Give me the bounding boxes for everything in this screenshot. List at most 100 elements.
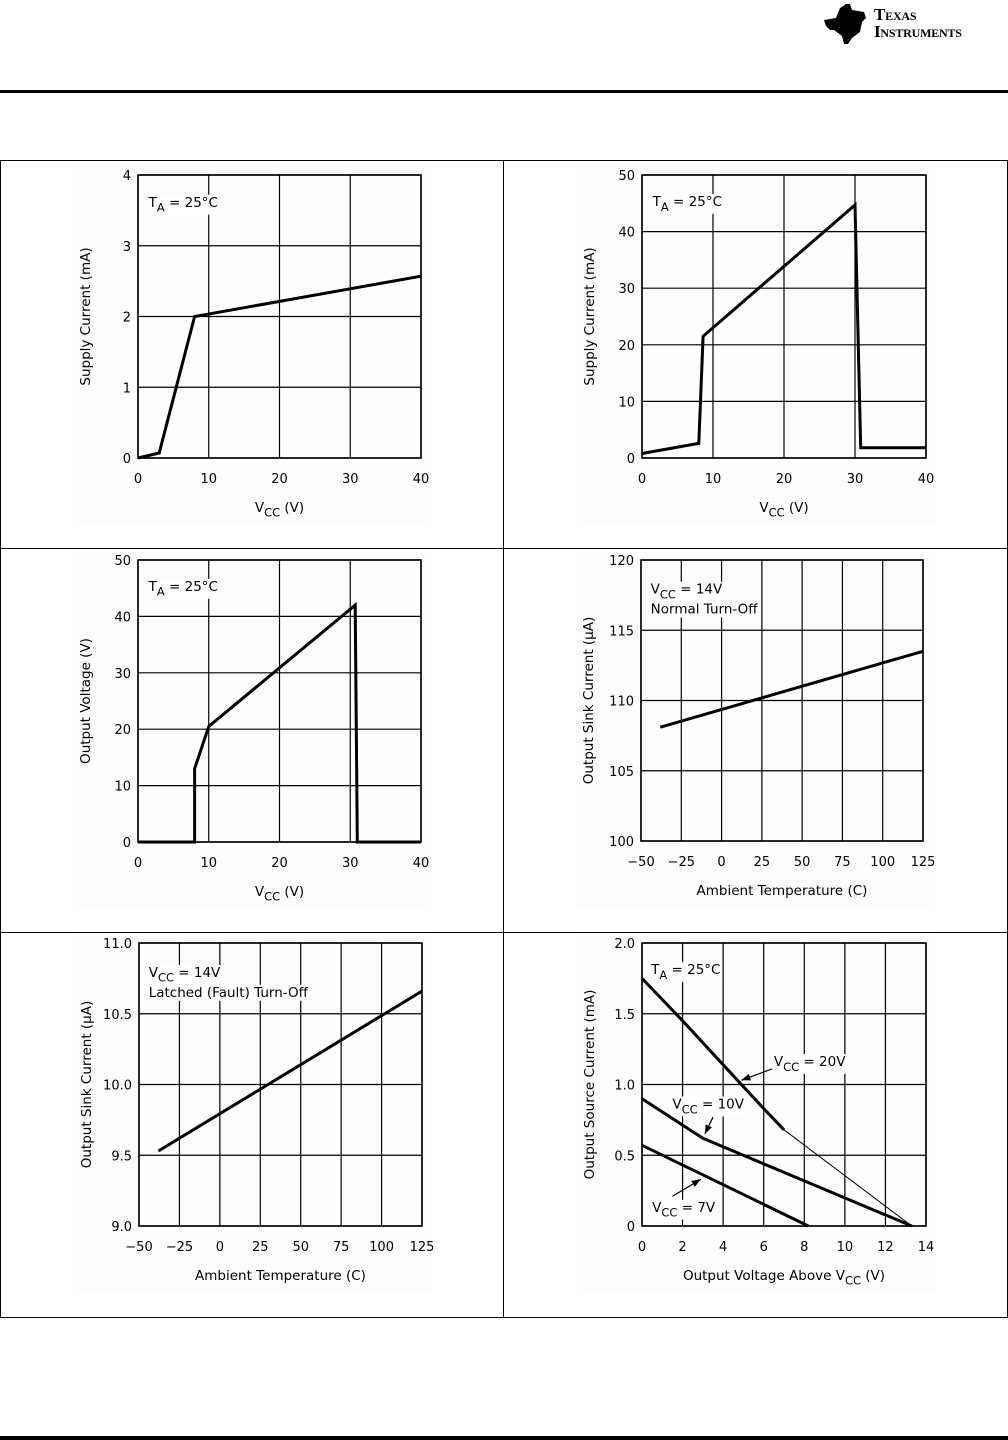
y-tick-label: 10.5 (103, 1008, 132, 1023)
y-tick-label: 3 (123, 240, 131, 255)
y-tick-label: 2.0 (614, 937, 635, 952)
y-axis-label: Supply Current (mA) (78, 247, 94, 385)
x-axis-label: Ambient Temperature (C) (195, 1268, 366, 1284)
y-axis-label: Supply Current (mA) (582, 247, 598, 385)
y-tick-label: 30 (114, 667, 131, 682)
y-axis-label: Output Sink Current (μA) (79, 1001, 95, 1169)
y-tick-label: 0 (627, 452, 635, 467)
annotation-label: VCC = 10V (672, 1097, 744, 1117)
annotation-arrow-head (691, 1179, 701, 1187)
y-axis-label: Output Voltage (V) (78, 638, 94, 764)
series-line-0 (641, 201, 926, 455)
figure-divider-row-2 (0, 932, 1008, 933)
y-tick-label: 0.5 (614, 1149, 635, 1164)
y-tick-label: 115 (609, 624, 634, 639)
y-tick-label: 20 (618, 339, 635, 354)
y-tick-label: 40 (618, 226, 635, 241)
y-tick-label: 50 (114, 554, 131, 569)
x-tick-label: 14 (918, 1240, 935, 1255)
y-tick-label: 50 (618, 169, 635, 184)
x-axis-label: VCC (V) (255, 500, 304, 520)
annotation-background (772, 1054, 848, 1074)
annotation-background (146, 579, 219, 599)
series-line-3 (641, 1143, 809, 1228)
y-tick-label: 10 (114, 780, 131, 795)
x-tick-label: 125 (410, 1240, 435, 1255)
y-tick-label: 110 (609, 695, 634, 710)
ti-logo-icon: ti (824, 4, 866, 44)
y-tick-label: 9.5 (111, 1149, 132, 1164)
annotation-background (671, 1096, 746, 1117)
y-tick-label: 11.0 (103, 937, 132, 952)
brand-line-1: Texas (874, 5, 917, 24)
series-line-0 (157, 989, 423, 1153)
annotation-arrow-head (741, 1073, 752, 1081)
annotation-label: Normal Turn-Off (651, 601, 759, 617)
y-tick-label: 0 (627, 1220, 635, 1235)
x-tick-label: 40 (918, 472, 935, 487)
svg-text:ti: ti (843, 13, 858, 34)
x-tick-label: −25 (166, 1240, 193, 1255)
annotation-label: VCC = 14V (651, 582, 723, 602)
x-tick-label: 50 (794, 855, 811, 870)
annotation-background (649, 962, 722, 982)
x-tick-label: 0 (216, 1240, 224, 1255)
x-tick-label: 40 (413, 856, 430, 871)
annotation-label: Latched (Fault) Turn-Off (149, 985, 309, 1001)
x-axis-label: Output Voltage Above VCC (V) (683, 1268, 885, 1288)
x-tick-label: 0 (717, 855, 725, 870)
series-line-0 (137, 274, 422, 460)
y-tick-label: 20 (114, 723, 131, 738)
x-tick-label: 30 (342, 856, 359, 871)
annotation-background (649, 581, 725, 602)
y-tick-label: 120 (609, 554, 634, 569)
x-tick-label: 40 (413, 472, 430, 487)
x-tick-label: 12 (877, 1240, 894, 1255)
x-tick-label: 20 (271, 856, 288, 871)
annotation-background (147, 964, 223, 985)
x-tick-label: 30 (342, 472, 359, 487)
x-tick-label: 75 (834, 855, 851, 870)
y-tick-label: 100 (609, 835, 634, 850)
series-line-0 (640, 977, 786, 1131)
plot-background (577, 167, 936, 525)
plot-background (73, 552, 431, 909)
annotation-label: TA = 25°C (650, 962, 720, 982)
annotation-background (651, 1199, 717, 1220)
y-tick-label: 9.0 (111, 1220, 132, 1235)
x-axis-label: VCC (V) (255, 884, 304, 904)
y-tick-label: 30 (618, 282, 635, 297)
x-tick-label: 4 (719, 1240, 727, 1255)
brand-line-2: Instruments (874, 22, 962, 41)
y-tick-label: 2 (123, 311, 131, 326)
annotation-label: TA = 25°C (148, 579, 218, 599)
annotation-label: VCC = 14V (149, 965, 221, 985)
annotation-arrow-head (704, 1124, 712, 1135)
y-tick-label: 40 (114, 610, 131, 625)
annotation-label: TA = 25°C (148, 195, 218, 215)
x-tick-label: 8 (800, 1240, 808, 1255)
y-tick-label: 4 (123, 169, 131, 184)
x-tick-label: 10 (200, 472, 217, 487)
y-tick-label: 10 (618, 395, 635, 410)
x-axis-label: VCC (V) (759, 500, 808, 520)
y-tick-label: 105 (609, 765, 634, 780)
annotation-background (649, 601, 760, 618)
x-tick-label: 25 (754, 855, 771, 870)
annotation-background (650, 194, 724, 214)
footer-rule (0, 1436, 1008, 1440)
x-tick-label: 100 (369, 1240, 394, 1255)
plot-frame (137, 559, 422, 843)
annotation-background (146, 194, 219, 215)
x-tick-label: 25 (252, 1240, 269, 1255)
x-tick-label: 10 (837, 1240, 854, 1255)
y-tick-label: 10.0 (103, 1079, 132, 1094)
series-line-0 (138, 601, 421, 844)
annotation-label: TA = 25°C (652, 194, 722, 214)
